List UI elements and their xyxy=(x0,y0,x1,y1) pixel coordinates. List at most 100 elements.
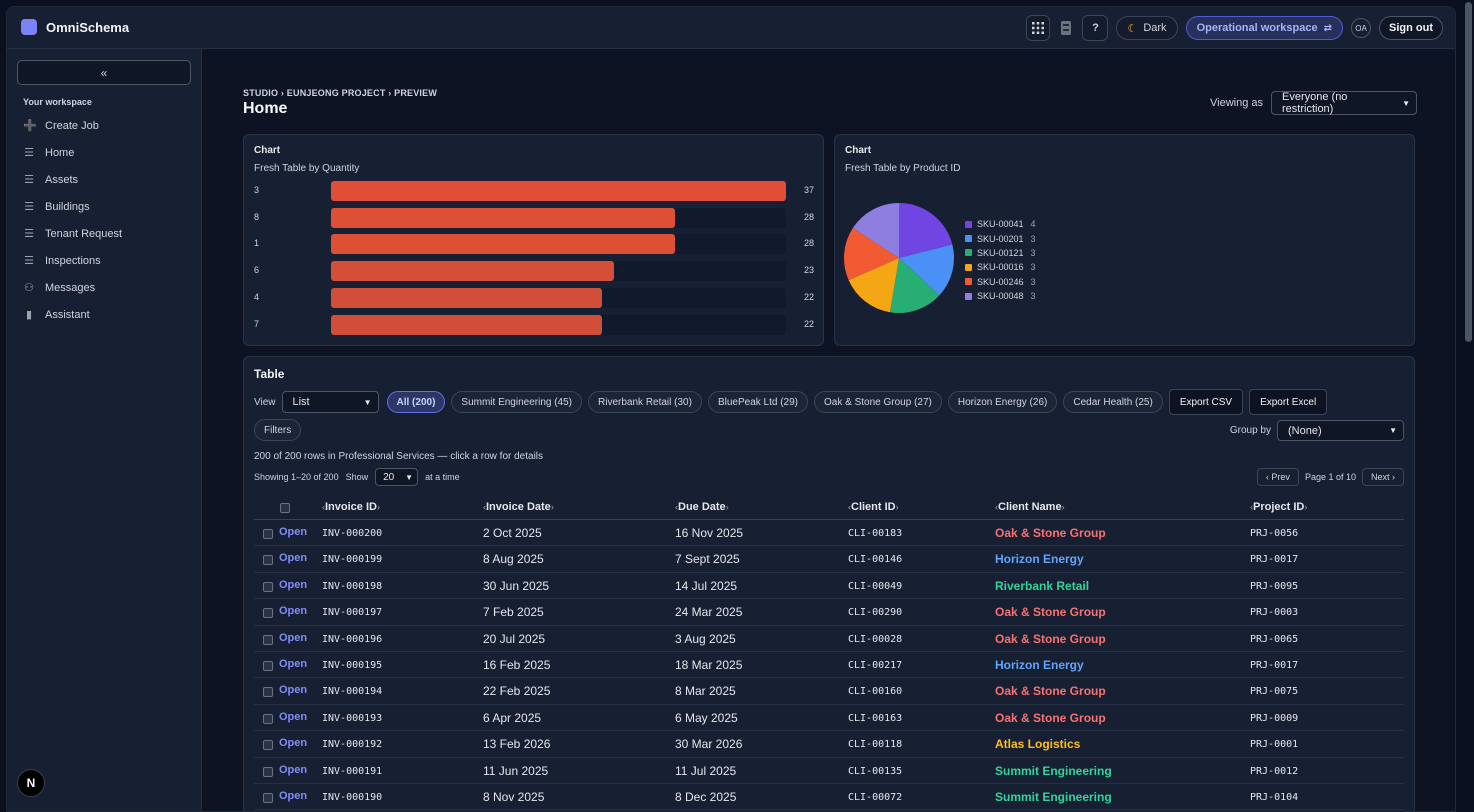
open-row-link[interactable]: Open xyxy=(279,552,308,565)
pie-slice[interactable] xyxy=(889,258,940,313)
prev-page-button[interactable]: ‹ Prev xyxy=(1256,468,1299,486)
cell-client-name[interactable]: Summit Engineering xyxy=(995,763,1112,778)
column-header-client-name[interactable]: ‹Client Name› xyxy=(995,501,1065,513)
open-row-link[interactable]: Open xyxy=(279,631,308,644)
cell-client-name[interactable]: Oak & Stone Group xyxy=(995,710,1106,725)
filters-button[interactable]: Filters xyxy=(254,419,302,441)
row-checkbox[interactable] xyxy=(263,529,273,539)
filter-chip-all[interactable]: All (200) xyxy=(386,391,446,413)
bar-row[interactable]: 1 28 xyxy=(254,234,814,255)
column-header-invoice-date[interactable]: ‹Invoice Date› xyxy=(483,501,554,513)
filter-chip-bluepeak[interactable]: BluePeak Ltd (29) xyxy=(707,391,809,413)
cell-client-name[interactable]: Oak & Stone Group xyxy=(995,605,1106,620)
select-all-checkbox[interactable] xyxy=(280,503,290,513)
cell-client-name[interactable]: Horizon Energy xyxy=(995,552,1084,567)
table-row[interactable]: Open INV-000198 30 Jun 2025 14 Jul 2025 CLI-… xyxy=(254,573,1404,600)
cell-client-name[interactable]: Atlas Logistics xyxy=(995,737,1081,752)
filter-chip-summit-engineering[interactable]: Summit Engineering (45) xyxy=(451,391,583,413)
row-checkbox[interactable] xyxy=(263,608,273,619)
sidebar-item-home[interactable]: ☰ Home xyxy=(23,139,193,166)
row-checkbox[interactable] xyxy=(263,634,273,645)
table-row[interactable]: Open INV-000193 6 Apr 2025 6 May 2025 CLI-00… xyxy=(254,705,1404,732)
storage-button[interactable] xyxy=(1058,15,1074,41)
open-row-link[interactable]: Open xyxy=(279,763,308,776)
column-header-invoice-id[interactable]: ‹Invoice ID› xyxy=(322,501,380,513)
open-row-link[interactable]: Open xyxy=(279,737,308,750)
filter-chip-oak-stone[interactable]: Oak & Stone Group (27) xyxy=(814,391,942,413)
avatar[interactable]: OA xyxy=(1351,18,1371,38)
row-checkbox[interactable] xyxy=(263,660,273,671)
export-csv-button[interactable]: Export CSV xyxy=(1168,389,1244,415)
sidebar-item-buildings[interactable]: ☰ Buildings xyxy=(23,193,193,220)
collapse-sidebar-button[interactable]: « xyxy=(17,60,191,85)
filter-chip-cedar-health[interactable]: Cedar Health (25) xyxy=(1063,391,1163,413)
theme-toggle-button[interactable]: ☾ Dark xyxy=(1116,16,1178,40)
open-row-link[interactable]: Open xyxy=(279,605,308,618)
view-select[interactable]: List ▼ xyxy=(281,391,379,413)
filter-chip-horizon-energy[interactable]: Horizon Energy (26) xyxy=(947,391,1058,413)
cell-client-name[interactable]: Oak & Stone Group xyxy=(995,631,1106,646)
sidebar-item-messages[interactable]: ⚇ Messages xyxy=(23,274,193,301)
bar-row[interactable]: 8 28 xyxy=(254,207,814,228)
scrollbar-thumb[interactable] xyxy=(1465,2,1472,342)
help-button[interactable]: ? xyxy=(1082,15,1109,41)
sidebar-item-assets[interactable]: ☰ Assets xyxy=(23,166,193,193)
legend-item[interactable]: SKU-00201 3 xyxy=(965,231,1036,245)
open-row-link[interactable]: Open xyxy=(279,526,308,538)
table-row[interactable]: Open INV-000196 20 Jul 2025 3 Aug 2025 CLI-0… xyxy=(254,626,1404,652)
legend-item[interactable]: SKU-00048 3 xyxy=(965,289,1036,303)
sidebar-item-inspections[interactable]: ☰ Inspections xyxy=(23,247,193,274)
row-checkbox[interactable] xyxy=(263,713,273,724)
bar[interactable] xyxy=(331,207,676,228)
bar-row[interactable]: 7 22 xyxy=(254,314,814,335)
bar[interactable] xyxy=(331,261,614,282)
cell-client-name[interactable]: Horizon Energy xyxy=(995,657,1084,672)
sidebar-item-create-job[interactable]: ➕ Create Job xyxy=(23,112,193,139)
table-row[interactable]: Open INV-000191 11 Jun 2025 11 Jul 2025 CLI-… xyxy=(254,758,1404,784)
workspace-switcher-button[interactable]: Operational workspace ⇄ xyxy=(1185,16,1343,40)
table-row[interactable]: Open INV-000194 22 Feb 2025 8 Mar 2025 CLI-0… xyxy=(254,678,1404,705)
page-size-select[interactable]: 20 ▼ xyxy=(375,468,419,486)
bar-row[interactable]: 4 22 xyxy=(254,287,814,308)
pie-slice[interactable] xyxy=(844,227,899,281)
bar-row[interactable]: 6 23 xyxy=(254,261,814,282)
sidebar-item-assistant[interactable]: ▮ Assistant xyxy=(23,301,193,328)
open-row-link[interactable]: Open xyxy=(279,578,308,591)
open-row-link[interactable]: Open xyxy=(279,710,308,723)
row-checkbox[interactable] xyxy=(263,792,273,803)
cell-client-name[interactable]: Oak & Stone Group xyxy=(995,526,1106,540)
group-by-select[interactable]: (None) ▼ xyxy=(1277,420,1404,441)
legend-item[interactable]: SKU-00016 3 xyxy=(965,260,1036,274)
pie-slice[interactable] xyxy=(848,258,899,313)
sidebar-item-tenant-request[interactable]: ☰ Tenant Request xyxy=(23,220,193,247)
row-checkbox[interactable] xyxy=(263,687,273,698)
brand[interactable]: OmniSchema xyxy=(21,19,129,35)
dev-badge-icon[interactable]: N xyxy=(17,769,45,797)
table-row[interactable]: Open INV-000190 8 Nov 2025 8 Dec 2025 CLI-00… xyxy=(254,784,1404,811)
table-row[interactable]: Open INV-000192 13 Feb 2026 30 Mar 2026 CLI-… xyxy=(254,731,1404,758)
sign-out-button[interactable]: Sign out xyxy=(1379,16,1443,40)
cell-client-name[interactable]: Summit Engineering xyxy=(995,789,1112,804)
export-excel-button[interactable]: Export Excel xyxy=(1249,389,1328,415)
bar[interactable] xyxy=(331,181,786,201)
viewing-as-select[interactable]: Everyone (no restriction) ▼ xyxy=(1271,91,1417,115)
legend-item[interactable]: SKU-00041 4 xyxy=(965,217,1036,231)
column-header-due-date[interactable]: ‹Due Date› xyxy=(675,501,729,513)
column-header-client-id[interactable]: ‹Client ID› xyxy=(848,501,899,513)
row-checkbox[interactable] xyxy=(263,581,273,592)
cell-client-name[interactable]: Riverbank Retail xyxy=(995,578,1090,593)
cell-client-name[interactable]: Oak & Stone Group xyxy=(995,684,1106,699)
bar[interactable] xyxy=(331,287,602,308)
open-row-link[interactable]: Open xyxy=(279,684,308,697)
row-checkbox[interactable] xyxy=(263,766,273,777)
legend-item[interactable]: SKU-00246 3 xyxy=(965,275,1036,289)
next-page-button[interactable]: Next › xyxy=(1361,468,1404,486)
table-row[interactable]: Open INV-000199 8 Aug 2025 7 Sept 2025 CLI-0… xyxy=(254,546,1404,573)
open-row-link[interactable]: Open xyxy=(279,657,308,670)
bar-row[interactable]: 3 37 xyxy=(254,181,814,201)
apps-grid-button[interactable] xyxy=(1026,15,1051,41)
pie-slice[interactable] xyxy=(899,244,954,296)
filter-chip-riverbank-retail[interactable]: Riverbank Retail (30) xyxy=(588,391,702,413)
row-checkbox[interactable] xyxy=(263,555,273,566)
table-row[interactable]: Open INV-000195 16 Feb 2025 18 Mar 2025 CLI-… xyxy=(254,652,1404,679)
